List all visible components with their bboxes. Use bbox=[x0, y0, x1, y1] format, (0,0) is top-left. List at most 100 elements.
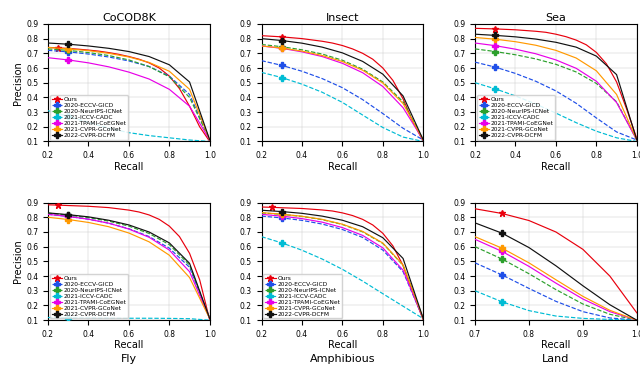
2021-CVPR-GCoNet bbox=[278, 46, 285, 50]
2022-CVPR-DCFM bbox=[145, 230, 153, 234]
Ours bbox=[186, 104, 193, 109]
2022-CVPR-DCFM bbox=[525, 245, 533, 250]
2021-TPAMI-CoEGNet bbox=[572, 66, 580, 71]
2020-NeurIPS-ICNet bbox=[186, 263, 193, 267]
2022-CVPR-DCFM bbox=[379, 72, 387, 77]
2020-ECCV-GICD bbox=[525, 286, 533, 291]
2021-TPAMI-CoEGNet bbox=[298, 216, 306, 221]
Ours bbox=[562, 35, 570, 39]
Ours bbox=[525, 218, 533, 223]
Ours bbox=[552, 32, 560, 36]
Line: Ours: Ours bbox=[258, 32, 427, 145]
2022-CVPR-DCFM bbox=[359, 224, 367, 229]
2021-CVPR-GCoNet bbox=[65, 217, 72, 222]
2021-TPAMI-CoEGNet bbox=[278, 46, 285, 50]
2021-ICCV-CADC bbox=[579, 316, 587, 321]
2020-NeurIPS-ICNet bbox=[145, 231, 153, 236]
Line: 2022-CVPR-DCFM: 2022-CVPR-DCFM bbox=[472, 220, 639, 323]
Ours bbox=[135, 210, 143, 214]
2020-NeurIPS-ICNet bbox=[84, 215, 92, 220]
2021-TPAMI-CoEGNet bbox=[419, 138, 427, 142]
2020-ECCV-GICD bbox=[399, 126, 407, 131]
2020-NeurIPS-ICNet bbox=[65, 213, 72, 217]
2020-ECCV-GICD bbox=[419, 138, 427, 142]
Line: 2020-ECCV-GICD: 2020-ECCV-GICD bbox=[259, 58, 426, 143]
Ours bbox=[206, 139, 214, 144]
Ours bbox=[318, 208, 326, 212]
Ours bbox=[156, 66, 163, 70]
Line: 2022-CVPR-DCFM: 2022-CVPR-DCFM bbox=[45, 40, 212, 143]
Line: 2021-ICCV-CADC: 2021-ICCV-CADC bbox=[259, 234, 426, 322]
Ours bbox=[379, 66, 387, 70]
Legend: Ours, 2020-ECCV-GICD, 2020-NeurIPS-ICNet, 2021-ICCV-CADC, 2021-TPAMI-CoEGNet, 20: Ours, 2020-ECCV-GICD, 2020-NeurIPS-ICNet… bbox=[50, 95, 129, 140]
2021-CVPR-GCoNet bbox=[105, 224, 113, 229]
2021-ICCV-CADC bbox=[84, 316, 92, 320]
2021-CVPR-GCoNet bbox=[44, 215, 52, 219]
Ours bbox=[328, 209, 336, 213]
2022-CVPR-DCFM bbox=[258, 208, 266, 212]
2020-ECCV-GICD bbox=[339, 227, 346, 232]
2022-CVPR-DCFM bbox=[125, 223, 132, 227]
Line: 2021-ICCV-CADC: 2021-ICCV-CADC bbox=[45, 315, 212, 323]
2021-ICCV-CADC bbox=[258, 70, 266, 75]
2021-CVPR-GCoNet bbox=[399, 263, 407, 267]
Ours bbox=[623, 107, 630, 112]
2021-TPAMI-CoEGNet bbox=[612, 100, 620, 105]
2020-ECCV-GICD bbox=[593, 116, 600, 120]
2022-CVPR-DCFM bbox=[492, 33, 499, 38]
2022-CVPR-DCFM bbox=[339, 51, 346, 55]
2021-TPAMI-CoEGNet bbox=[206, 316, 214, 321]
Line: 2021-TPAMI-CoEGNet: 2021-TPAMI-CoEGNet bbox=[259, 43, 426, 143]
2020-ECCV-GICD bbox=[44, 212, 52, 216]
2020-NeurIPS-ICNet bbox=[298, 214, 306, 219]
X-axis label: Recall: Recall bbox=[541, 340, 571, 350]
2020-NeurIPS-ICNet bbox=[552, 287, 560, 292]
2020-NeurIPS-ICNet bbox=[471, 244, 479, 249]
Ours bbox=[399, 97, 407, 101]
Ours bbox=[399, 263, 407, 268]
Legend: Ours, 2020-ECCV-GICD, 2020-NeurIPS-ICNet, 2021-ICCV-CADC, 2021-TPAMI-CoEGNet, 20: Ours, 2020-ECCV-GICD, 2020-NeurIPS-ICNet… bbox=[477, 95, 556, 140]
Ours bbox=[419, 318, 427, 322]
Ours bbox=[471, 206, 479, 211]
Ours bbox=[593, 50, 600, 54]
Ours bbox=[603, 62, 611, 66]
2021-ICCV-CADC bbox=[612, 135, 620, 140]
2020-NeurIPS-ICNet bbox=[318, 217, 326, 222]
2020-NeurIPS-ICNet bbox=[552, 62, 560, 67]
2020-ECCV-GICD bbox=[105, 55, 113, 59]
Ours bbox=[258, 205, 266, 209]
2021-TPAMI-CoEGNet bbox=[552, 58, 560, 62]
Ours bbox=[278, 206, 285, 210]
2020-ECCV-GICD bbox=[379, 248, 387, 252]
2020-ECCV-GICD bbox=[298, 69, 306, 74]
X-axis label: Recall: Recall bbox=[541, 162, 571, 171]
2020-NeurIPS-ICNet bbox=[125, 224, 132, 228]
X-axis label: Recall: Recall bbox=[328, 340, 357, 350]
2022-CVPR-DCFM bbox=[65, 42, 72, 46]
2020-NeurIPS-ICNet bbox=[206, 138, 214, 142]
2022-CVPR-DCFM bbox=[105, 46, 113, 50]
2021-TPAMI-CoEGNet bbox=[145, 235, 153, 240]
Line: Ours: Ours bbox=[472, 205, 640, 316]
2021-CVPR-GCoNet bbox=[379, 81, 387, 85]
2021-ICCV-CADC bbox=[379, 125, 387, 130]
2022-CVPR-DCFM bbox=[278, 209, 285, 214]
2022-CVPR-DCFM bbox=[278, 38, 285, 43]
Line: 2021-CVPR-GCoNet: 2021-CVPR-GCoNet bbox=[472, 35, 639, 143]
Ours bbox=[156, 217, 163, 222]
2020-NeurIPS-ICNet bbox=[572, 70, 580, 74]
Ours bbox=[349, 213, 356, 218]
2020-NeurIPS-ICNet bbox=[606, 312, 614, 316]
2021-ICCV-CADC bbox=[166, 135, 173, 140]
2021-ICCV-CADC bbox=[278, 241, 285, 245]
2021-TPAMI-CoEGNet bbox=[105, 65, 113, 69]
2021-CVPR-GCoNet bbox=[145, 240, 153, 244]
2020-NeurIPS-ICNet bbox=[359, 67, 367, 71]
2020-ECCV-GICD bbox=[612, 130, 620, 134]
2020-NeurIPS-ICNet bbox=[84, 50, 92, 55]
2020-NeurIPS-ICNet bbox=[145, 64, 153, 69]
2021-ICCV-CADC bbox=[298, 248, 306, 252]
2021-CVPR-GCoNet bbox=[84, 49, 92, 53]
2020-ECCV-GICD bbox=[318, 77, 326, 81]
2021-ICCV-CADC bbox=[492, 86, 499, 91]
